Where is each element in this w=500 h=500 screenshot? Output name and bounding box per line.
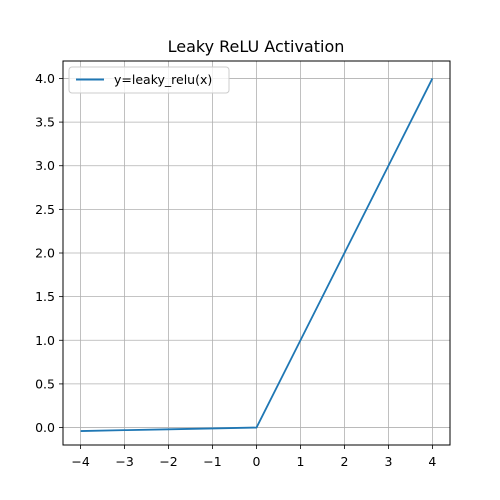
grid bbox=[63, 61, 450, 445]
y-tick-label: 0.5 bbox=[35, 376, 55, 391]
x-tick-label: 2 bbox=[340, 454, 348, 469]
series-layer bbox=[80, 78, 434, 432]
legend-box bbox=[68, 66, 230, 94]
x-tick-label: −1 bbox=[203, 454, 221, 469]
y-axis-ticks: 0.0 0.5 1.0 1.5 2.0 2.5 3.0 3.5 4.0 bbox=[35, 71, 63, 435]
x-tick-label: 3 bbox=[384, 454, 392, 469]
chart-title: Leaky ReLU Activation bbox=[168, 37, 345, 56]
y-tick-label: 1.5 bbox=[35, 289, 55, 304]
y-tick-label: 2.5 bbox=[35, 202, 55, 217]
x-tick-label: −3 bbox=[115, 454, 133, 469]
y-tick-label: 3.5 bbox=[35, 115, 55, 130]
x-tick-label: −2 bbox=[159, 454, 177, 469]
y-tick-label: 4.0 bbox=[35, 71, 55, 86]
x-tick-label: 0 bbox=[253, 454, 261, 469]
y-tick-label: 1.0 bbox=[35, 333, 55, 348]
y-tick-label: 0.0 bbox=[35, 420, 55, 435]
y-tick-label: 2.0 bbox=[35, 246, 55, 261]
series-line bbox=[80, 78, 434, 432]
legend-label: y=leaky_relu(x) bbox=[114, 72, 212, 87]
legend: y=leaky_relu(x) bbox=[68, 66, 230, 94]
y-tick-label: 3.0 bbox=[35, 158, 55, 173]
x-axis-ticks: −4 −3 −2 −1 0 1 2 3 4 bbox=[71, 445, 436, 469]
x-tick-label: −4 bbox=[71, 454, 89, 469]
x-tick-label: 4 bbox=[428, 454, 436, 469]
x-tick-label: 1 bbox=[297, 454, 305, 469]
